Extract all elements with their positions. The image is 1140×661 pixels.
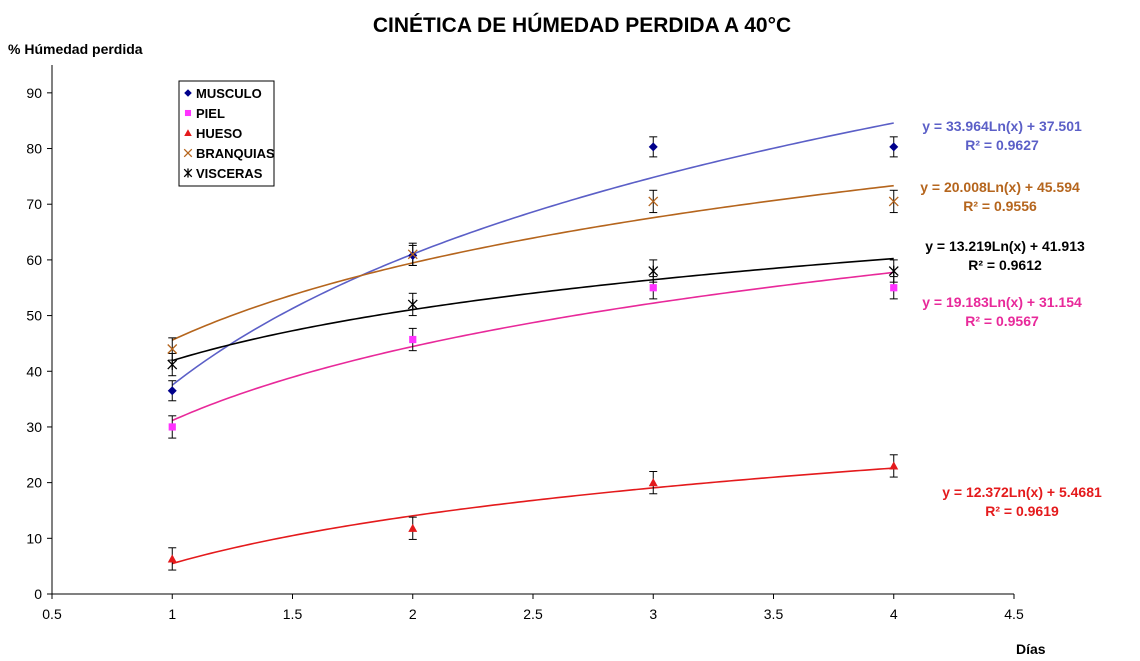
marker-shape bbox=[167, 554, 177, 563]
marker-shape bbox=[888, 196, 899, 207]
point-piel bbox=[890, 284, 898, 292]
y-tick-label: 40 bbox=[26, 363, 42, 379]
y-tick-label: 20 bbox=[26, 475, 42, 491]
point-musculo bbox=[167, 386, 177, 396]
y-tick-label: 30 bbox=[26, 419, 42, 435]
trend-r2-hueso: R² = 0.9619 bbox=[985, 503, 1059, 519]
trendline-musculo bbox=[171, 122, 894, 386]
legend-label-musculo: MUSCULO bbox=[196, 86, 262, 101]
point-musculo bbox=[648, 142, 658, 152]
trendline-hueso bbox=[172, 467, 894, 565]
y-tick-label: 60 bbox=[26, 252, 42, 268]
marker-shape bbox=[168, 423, 176, 431]
x-tick-label: 3.5 bbox=[764, 606, 784, 622]
y-tick-label: 80 bbox=[26, 141, 42, 157]
trend-equations: y = 33.964Ln(x) + 37.501 R² = 0.9627 y = 1… bbox=[920, 118, 1102, 519]
marker-shape bbox=[408, 523, 418, 532]
y-tick-label: 10 bbox=[26, 530, 42, 546]
marker-shape bbox=[184, 89, 192, 97]
y-axis-label: % Húmedad perdida bbox=[8, 41, 143, 57]
point-visceras bbox=[167, 359, 178, 370]
marker-shape bbox=[648, 142, 658, 152]
x-tick-label: 3 bbox=[649, 606, 657, 622]
x-tick-label: 4 bbox=[890, 606, 898, 622]
y-tick-label: 0 bbox=[34, 586, 42, 602]
point-hueso bbox=[408, 523, 418, 532]
trendline-branquias bbox=[171, 184, 894, 341]
y-tick-label: 50 bbox=[26, 308, 42, 324]
x-tick-label: 4.5 bbox=[1004, 606, 1024, 622]
error-bars bbox=[168, 136, 898, 571]
x-tick-label: 0.5 bbox=[42, 606, 62, 622]
point-branquias bbox=[167, 344, 178, 354]
legend-box bbox=[178, 80, 275, 187]
trend-equation-visceras: y = 13.219Ln(x) + 41.913 bbox=[925, 238, 1085, 254]
trend-equation-branquias: y = 20.008Ln(x) + 45.594 bbox=[920, 179, 1080, 195]
trend-r2-branquias: R² = 0.9556 bbox=[963, 198, 1037, 214]
data-points bbox=[167, 142, 899, 563]
marker-shape bbox=[184, 109, 192, 117]
marker-shape bbox=[890, 284, 898, 292]
legend: MUSCULO PIEL HUESO BRANQUIAS VISCERAS bbox=[178, 80, 275, 187]
legend-label-hueso: HUESO bbox=[196, 126, 242, 141]
chart-title: CINÉTICA DE HÚMEDAD PERDIDA A 40°C bbox=[373, 13, 791, 37]
trendlines bbox=[171, 122, 894, 565]
point-visceras bbox=[648, 265, 659, 277]
marker-shape bbox=[167, 386, 177, 396]
marker-shape bbox=[184, 129, 192, 137]
legend-marker-piel bbox=[184, 109, 192, 117]
point-branquias bbox=[648, 196, 659, 207]
marker-shape bbox=[408, 250, 418, 260]
point-hueso bbox=[648, 478, 658, 487]
x-tick-label: 2.5 bbox=[523, 606, 543, 622]
axes: 0.5 1 1.5 2 2.5 3 3.5 4 4.5 0 10 20 30 40 50 60 70 80 90 bbox=[26, 65, 1024, 622]
trend-r2-visceras: R² = 0.9612 bbox=[968, 257, 1042, 273]
point-hueso bbox=[889, 461, 899, 470]
point-musculo bbox=[408, 250, 418, 260]
point-piel bbox=[168, 423, 176, 431]
marker-shape bbox=[183, 148, 193, 158]
x-tick-label: 1.5 bbox=[283, 606, 303, 622]
point-musculo bbox=[889, 142, 899, 152]
point-branquias bbox=[888, 196, 899, 207]
x-axis-label: Días bbox=[1016, 641, 1046, 657]
legend-label-branquias: BRANQUIAS bbox=[196, 146, 275, 161]
marker-shape bbox=[409, 335, 417, 344]
legend-marker-hueso bbox=[184, 129, 192, 137]
marker-shape bbox=[167, 344, 178, 354]
point-hueso bbox=[167, 554, 177, 563]
x-tick-label: 1 bbox=[168, 606, 176, 622]
point-visceras bbox=[407, 299, 418, 310]
trendline-piel bbox=[171, 271, 894, 422]
marker-shape bbox=[648, 478, 658, 487]
marker-shape bbox=[889, 461, 899, 470]
point-branquias bbox=[407, 249, 418, 260]
legend-label-piel: PIEL bbox=[196, 106, 225, 121]
marker-shape bbox=[649, 284, 657, 292]
y-tick-label: 70 bbox=[26, 196, 42, 212]
marker-shape bbox=[407, 249, 418, 260]
legend-label-visceras: VISCERAS bbox=[196, 166, 263, 181]
legend-marker-visceras bbox=[183, 168, 193, 178]
point-piel bbox=[649, 284, 657, 292]
trend-r2-musculo: R² = 0.9627 bbox=[965, 137, 1039, 153]
trend-equation-hueso: y = 12.372Ln(x) + 5.4681 bbox=[942, 484, 1102, 500]
point-visceras bbox=[888, 265, 899, 277]
point-piel bbox=[409, 335, 417, 344]
trend-equation-piel: y = 19.183Ln(x) + 31.154 bbox=[922, 294, 1082, 310]
trend-r2-piel: R² = 0.9567 bbox=[965, 313, 1039, 329]
trend-equation-musculo: y = 33.964Ln(x) + 37.501 bbox=[922, 118, 1082, 134]
legend-marker-branquias bbox=[183, 148, 193, 158]
legend-marker-musculo bbox=[184, 89, 192, 97]
marker-shape bbox=[889, 142, 899, 152]
marker-shape bbox=[648, 196, 659, 207]
x-tick-label: 2 bbox=[409, 606, 417, 622]
trendline-visceras bbox=[172, 257, 894, 362]
y-tick-label: 90 bbox=[26, 85, 42, 101]
